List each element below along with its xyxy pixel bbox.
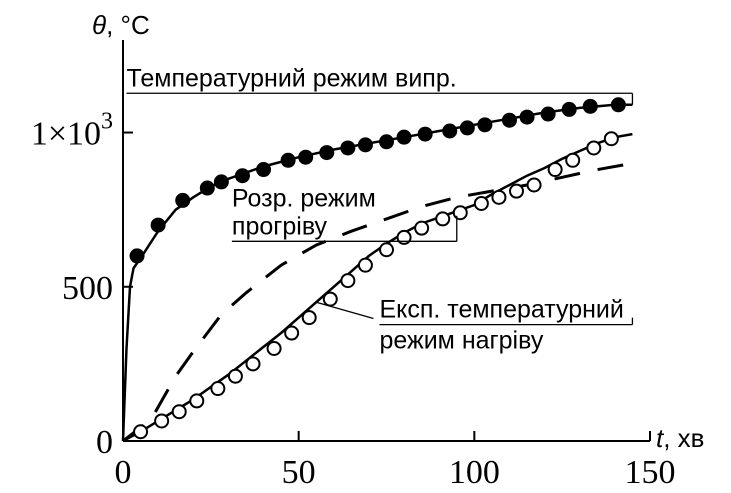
open-circle-point — [189, 393, 205, 409]
filled-circle-point — [280, 152, 296, 168]
open-circle-point — [379, 242, 394, 258]
filled-circle-point — [501, 112, 517, 128]
filled-circle-point — [582, 98, 598, 114]
open-circle-point — [340, 273, 356, 289]
x-axis-unit: , хв — [663, 423, 704, 453]
tick-group: 0 50 100 150 0 500 1×103 — [31, 109, 676, 491]
filled-circle-point — [610, 97, 626, 113]
open-circle-point — [547, 162, 563, 178]
y-tick-label-exponent: 3 — [101, 109, 113, 135]
filled-circle-point — [213, 174, 229, 190]
y-tick-label-base: 500 — [62, 270, 113, 307]
open-circle-point — [171, 404, 187, 420]
series-group — [121, 97, 633, 443]
filled-circle-point — [417, 126, 433, 142]
x-axis-title: t, хв — [656, 423, 705, 453]
series-experimental-heating-line — [122, 132, 633, 443]
x-axis-symbol: t — [656, 423, 665, 453]
open-circle-point — [154, 413, 170, 429]
series-firing-regime-line — [121, 103, 633, 442]
open-circle-point — [452, 205, 468, 221]
annotation-label: Розр. режим — [232, 185, 376, 213]
filled-circle-point — [379, 134, 394, 150]
open-circle-point — [508, 183, 524, 199]
open-circle-point — [227, 368, 243, 384]
filled-circle-point — [150, 217, 166, 233]
y-tick-label: 1×103 — [31, 109, 113, 153]
filled-circle-point — [298, 149, 314, 165]
open-circle-point — [526, 177, 542, 193]
open-circle-point — [245, 356, 261, 372]
y-tick-label-base: 1×10 — [31, 116, 101, 153]
open-circle-point — [133, 424, 149, 440]
open-circle-point — [210, 381, 226, 397]
annotation-pointer-line — [316, 301, 374, 320]
y-tick-label: 500 — [62, 270, 113, 307]
open-circle-point — [414, 220, 430, 236]
filled-circle-point — [561, 101, 577, 117]
series-design-heating-dashed-line — [122, 161, 633, 443]
filled-circle-point — [340, 140, 356, 156]
filled-circle-point — [234, 168, 250, 184]
filled-circle-point — [519, 109, 535, 125]
x-tick-label: 0 — [115, 454, 132, 491]
filled-circle-point — [396, 129, 412, 145]
open-circle-point — [586, 140, 602, 156]
open-circle-point — [473, 195, 489, 211]
open-circle-point — [491, 189, 507, 205]
annotation-label: Експ. температурний — [379, 296, 623, 324]
x-tick-label: 150 — [625, 454, 676, 491]
annotation-label: режим нагріву — [379, 326, 543, 354]
y-axis-title: θ, °C — [92, 10, 150, 40]
annotation-label: Температурний режим випр. — [127, 64, 457, 92]
open-circle-point — [301, 310, 317, 326]
y-axis-symbol: θ — [92, 10, 106, 40]
x-tick-label: 50 — [282, 454, 316, 491]
open-circle-point — [396, 229, 412, 245]
filled-circle-point — [459, 120, 475, 136]
filled-circle-point — [540, 106, 556, 122]
open-circle-point — [284, 325, 300, 341]
filled-circle-point — [129, 248, 145, 264]
filled-circle-point — [175, 192, 191, 208]
filled-circle-point — [477, 117, 493, 133]
filled-circle-point — [199, 180, 215, 196]
open-circle-point — [435, 211, 451, 227]
y-axis-unit: , °C — [106, 10, 150, 40]
annotation-label: прогріву — [232, 212, 328, 240]
x-tick-label: 100 — [449, 454, 500, 491]
open-circle-point — [357, 257, 373, 273]
y-tick-label-base: 0 — [96, 424, 113, 461]
open-circle-point — [603, 131, 619, 147]
filled-circle-point — [442, 123, 458, 139]
open-circle-point — [266, 340, 282, 356]
open-circle-point — [322, 291, 338, 307]
filled-circle-point — [319, 145, 335, 161]
y-tick-label: 0 — [96, 424, 113, 461]
open-circle-point — [565, 152, 581, 168]
filled-circle-point — [357, 137, 373, 153]
annotation-group: Температурний режим випр. Розр. режимпрог… — [126, 64, 634, 354]
filled-circle-point — [256, 162, 272, 178]
